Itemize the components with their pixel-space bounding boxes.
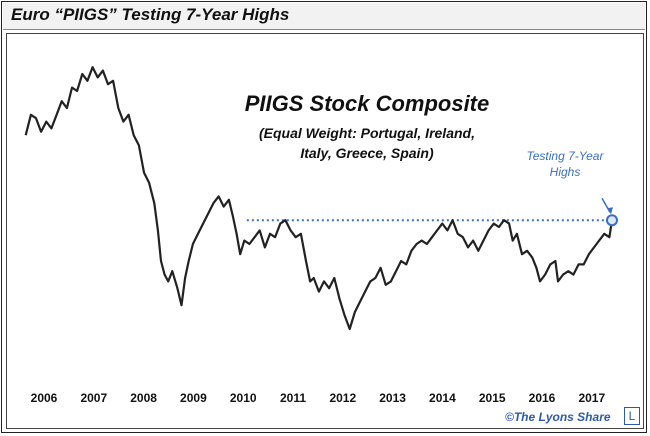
x-tick-label-2017: 2017: [578, 391, 605, 405]
logo-badge: L: [624, 407, 640, 425]
chart-title: PIIGS Stock Composite: [245, 91, 490, 116]
x-tick-label-2012: 2012: [329, 391, 356, 405]
x-tick-label-2009: 2009: [180, 391, 207, 405]
annotation-label-line1: Testing 7-Year: [527, 149, 605, 163]
series-line-piigs: [24, 66, 614, 331]
plot-area-border: [6, 33, 644, 429]
x-tick-label-2008: 2008: [130, 391, 157, 405]
chart-subtitle-line2: Italy, Greece, Spain): [300, 145, 434, 161]
x-tick-label-2014: 2014: [429, 391, 456, 405]
chart-lines: [24, 66, 618, 331]
chart-subtitle-line1: (Equal Weight: Portugal, Ireland,: [259, 125, 475, 141]
annotation-arrowhead: [607, 207, 613, 215]
credit-text: ©The Lyons Share: [505, 410, 611, 424]
x-tick-label-2013: 2013: [379, 391, 406, 405]
x-axis-ticks: 2006 2007 2008 2009 2010 2011 2012 2013 2014 2015…: [31, 391, 606, 405]
x-tick-label-2007: 2007: [80, 391, 107, 405]
x-tick-label-2006: 2006: [31, 391, 58, 405]
latest-point-marker: [606, 214, 618, 227]
title-bar: Euro “PIIGS” Testing 7-Year Highs: [3, 3, 645, 30]
x-tick-label-2015: 2015: [479, 391, 506, 405]
x-tick-label-2016: 2016: [529, 391, 556, 405]
page-title: Euro “PIIGS” Testing 7-Year Highs: [11, 5, 290, 24]
x-tick-label-2010: 2010: [230, 391, 257, 405]
annotation-label-line2: Highs: [550, 165, 581, 179]
x-tick-label-2011: 2011: [280, 391, 306, 405]
